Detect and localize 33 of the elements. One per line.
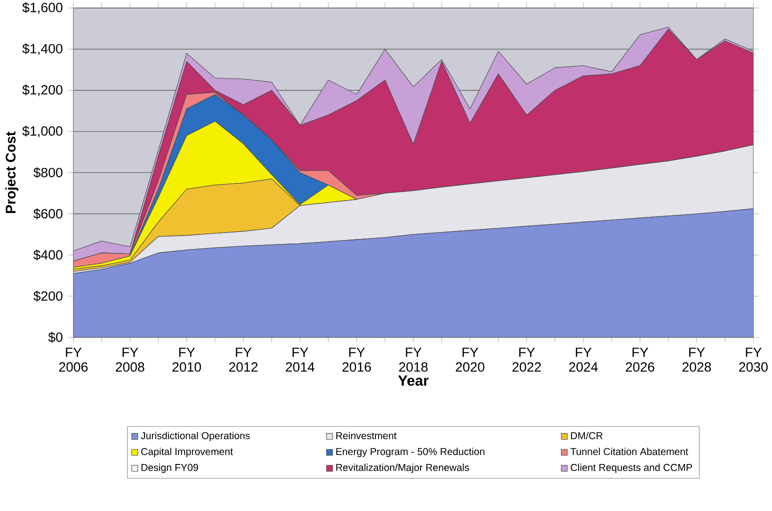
- y-tick-label: $1,200: [22, 84, 62, 96]
- x-tick-label: FY 2020: [456, 348, 484, 372]
- x-tick-label: FY 2014: [286, 348, 314, 372]
- legend-label: Energy Program - 50% Reduction: [336, 448, 484, 458]
- x-tick-label: FY 2028: [682, 348, 711, 372]
- x-tick-label: FY 2022: [512, 348, 541, 372]
- legend-label: Revitalization/Major Renewals: [336, 464, 470, 474]
- x-tick-label: FY 2006: [59, 348, 88, 372]
- legend-label: Reinvestment: [336, 432, 397, 440]
- y-tick-label: $400: [33, 250, 62, 261]
- y-tick-label: $800: [33, 167, 62, 178]
- y-tick-label: $1,600: [22, 2, 62, 14]
- legend-label: Capital Improvement: [141, 448, 233, 458]
- x-tick-label: FY 2016: [342, 348, 371, 372]
- y-tick-label: $1,000: [22, 126, 62, 138]
- x-tick-label: FY 2018: [399, 348, 428, 372]
- x-tick-label: FY 2026: [626, 348, 654, 372]
- legend-label: Design FY09: [142, 464, 198, 474]
- x-tick-label: FY 2008: [116, 348, 144, 372]
- y-tick-label: $0: [48, 332, 62, 343]
- x-tick-label: FY 2012: [229, 348, 258, 372]
- x-tick-label: FY 2010: [172, 348, 201, 372]
- x-axis-title: Year: [398, 376, 429, 386]
- x-tick-label: FY 2024: [569, 348, 598, 372]
- legend-label: Jurisdictional Operations: [140, 432, 250, 442]
- legend-label: Client Requests and CCMP: [570, 464, 692, 474]
- x-tick-label: FY 2030: [739, 348, 768, 372]
- legend-label: DM/CR: [571, 432, 603, 440]
- y-tick-label: $600: [33, 208, 62, 220]
- y-tick-label: $1,400: [22, 44, 62, 56]
- y-tick-label: $200: [33, 290, 62, 302]
- y-axis-title: Project Cost: [5, 132, 18, 214]
- legend-label: Tunnel Citation Abatement: [570, 448, 688, 456]
